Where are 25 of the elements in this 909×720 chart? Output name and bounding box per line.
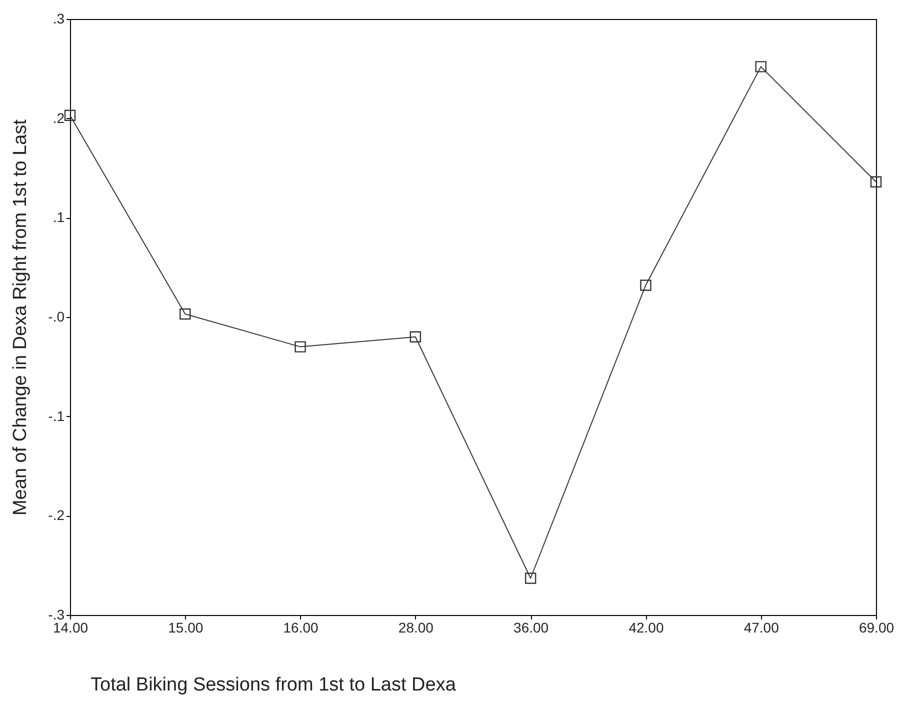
- x-tick-label: 14.00: [52, 620, 88, 636]
- y-tick-label: -.0: [48, 308, 65, 324]
- point: [180, 308, 191, 320]
- y-tick-label: -.3: [48, 606, 65, 622]
- x-tick-label: 69.00: [858, 620, 894, 636]
- point: [755, 61, 766, 72]
- x-axis-title: Total Biking Sessions from 1st to Last Dexa: [90, 674, 456, 696]
- point: [870, 176, 882, 188]
- x-tick-label: 28.00: [398, 620, 434, 636]
- x-tick-label: 47.00: [744, 620, 780, 636]
- y-tick-label: -.1: [48, 408, 65, 424]
- point: [64, 110, 76, 121]
- y-tick-label: .3: [52, 10, 65, 26]
- y-tick-label: -.2: [48, 507, 65, 524]
- x-tick-label: 16.00: [283, 620, 319, 636]
- point: [640, 280, 652, 291]
- point: [410, 331, 422, 342]
- x-tick-label: 42.00: [628, 620, 664, 636]
- point: [294, 341, 306, 352]
- y-axis-title: Mean of Change in Dexa Right from 1st to Last: [10, 118, 32, 516]
- point: [524, 572, 536, 584]
- y-tick-label: .2: [52, 110, 65, 126]
- x-tick-label: 15.00: [168, 620, 204, 636]
- y-tick-label: .1: [52, 209, 65, 226]
- x-tick-label: 36.00: [514, 620, 549, 636]
